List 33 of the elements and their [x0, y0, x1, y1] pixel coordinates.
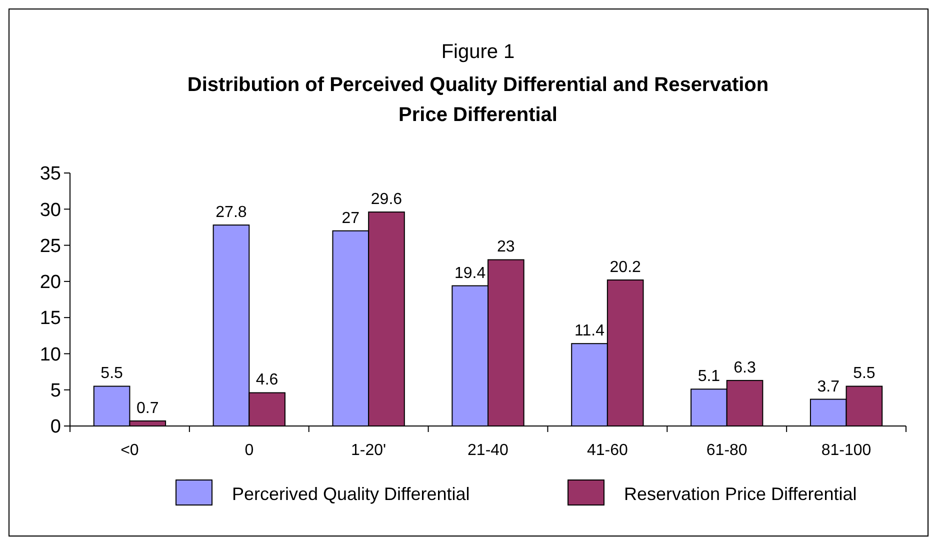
chart-title: Figure 1: [441, 41, 515, 63]
x-tick-label: <0: [120, 442, 139, 459]
data-label: 27: [342, 210, 360, 227]
data-label: 4.6: [256, 372, 278, 389]
legend-label: Reservation Price Differential: [624, 484, 857, 504]
data-label: 27.8: [216, 204, 247, 222]
y-tick-label: 0: [50, 416, 61, 438]
data-label: 6.3: [734, 359, 756, 376]
x-tick-label: 21-40: [468, 442, 509, 459]
data-label: 11.4: [574, 322, 605, 340]
data-label: 5.1: [698, 368, 720, 386]
y-tick-label: 20: [40, 272, 61, 294]
data-label: 23: [497, 238, 515, 256]
x-tick-label: 61-80: [706, 442, 748, 459]
data-label: 0.7: [136, 400, 159, 417]
y-tick-label: 10: [40, 344, 61, 366]
legend-label: Percerived Quality Differential: [232, 484, 470, 504]
data-label: 19.4: [454, 264, 486, 282]
data-label: 5.5: [100, 365, 124, 382]
chart-subtitle: Distribution of Perceived Quality Differential and Reservation Price Differential: [187, 74, 769, 126]
y-tick-label: 30: [40, 200, 61, 221]
y-tick-label: 35: [40, 164, 61, 185]
x-tick-label: 81-100: [821, 442, 872, 459]
data-label: 3.7: [817, 378, 840, 396]
x-tick-label: 0: [244, 442, 254, 459]
y-tick-label: 5: [50, 380, 61, 402]
x-tick-label: 1-20': [351, 442, 386, 459]
y-tick-label: 15: [40, 308, 61, 330]
x-tick-label: 41-60: [586, 442, 628, 459]
data-label: 29.6: [370, 191, 402, 208]
data-label: 20.2: [610, 258, 642, 276]
y-tick-label: 25: [40, 236, 61, 257]
data-label: 5.5: [853, 365, 876, 382]
